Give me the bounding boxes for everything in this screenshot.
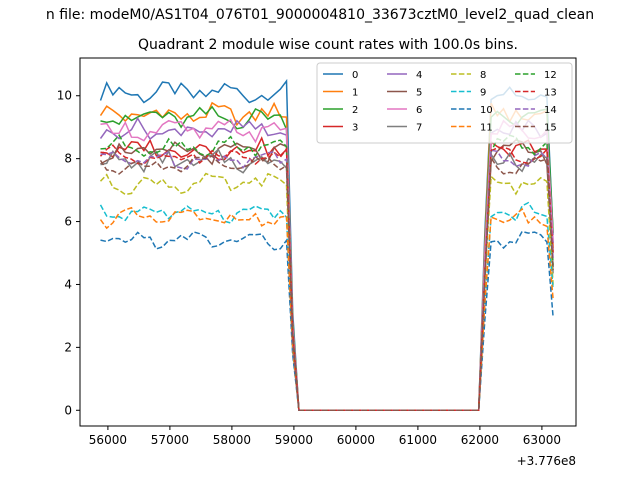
x-tick-label: 56000 [89,433,127,447]
legend-label: 1 [352,88,358,99]
x-tick-label: 60000 [337,433,375,447]
legend-label: 11 [480,123,493,134]
x-tick-label: 58000 [213,433,251,447]
legend-label: 5 [416,88,422,99]
x-tick-label: 62000 [461,433,499,447]
plot-frame [79,57,577,427]
legend-label: 4 [416,70,422,81]
series-line-15 [99,155,554,412]
chart-suptitle: n file: modeM0/AS1T04_076T01_9000004810_… [46,7,594,23]
legend-label: 10 [480,105,493,116]
legend-label: 13 [544,88,557,99]
legend-label: 9 [480,88,486,99]
x-offset-label: +3.776e8 [517,454,576,468]
x-tick-label: 63000 [523,433,561,447]
x-tick-label: 57000 [151,433,189,447]
legend-label: 0 [352,70,358,81]
y-tick-label: 0 [64,403,72,417]
x-tick-label: 59000 [275,433,313,447]
series-layer [99,78,554,412]
legend-label: 15 [544,123,557,134]
y-tick-label: 4 [64,277,72,291]
x-ticks: 56000 57000 58000 59000 60000 61000 62000 63000 [89,426,561,447]
chart-title: Quadrant 2 module wise count rates with … [138,37,518,53]
legend-box [316,62,573,144]
y-tick-label: 10 [57,89,72,103]
y-ticks: 0 2 4 6 8 10 [57,89,80,417]
legend-label: 2 [352,105,358,116]
y-tick-label: 2 [64,340,72,354]
y-tick-label: 8 [64,152,72,166]
legend-label: 12 [544,70,557,81]
legend-label: 7 [416,123,422,134]
legend-label: 14 [544,105,557,116]
y-tick-label: 6 [64,215,72,229]
legend-label: 8 [480,70,486,81]
x-tick-label: 61000 [399,433,437,447]
legend-label: 6 [416,105,422,116]
series-line-13 [99,144,554,412]
legend-label: 3 [352,123,358,134]
